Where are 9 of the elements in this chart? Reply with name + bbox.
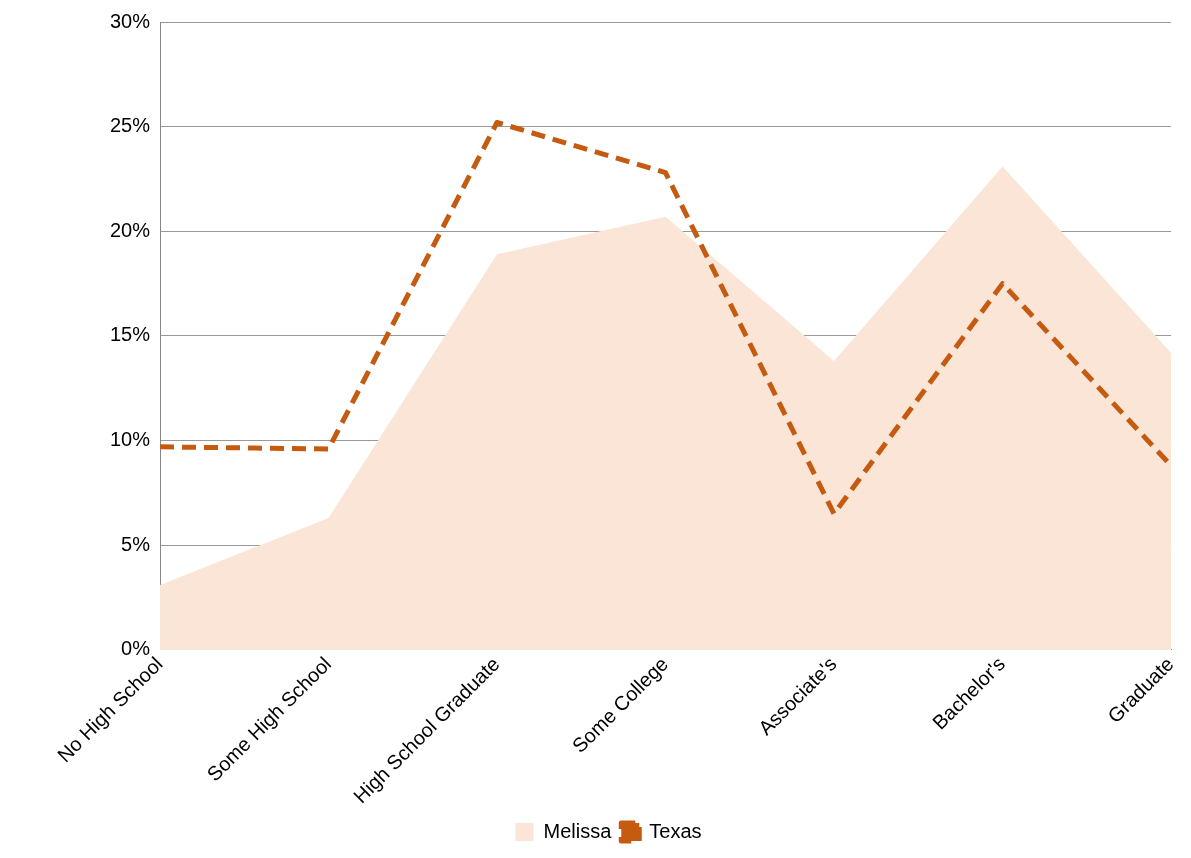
legend-label: Texas (649, 819, 702, 842)
y-tick-label: 10% (109, 428, 151, 451)
legend-label: Melissa (543, 819, 613, 842)
y-tick-label: 0% (121, 637, 151, 660)
y-tick-label: 20% (109, 218, 151, 241)
y-tick-label: 30% (109, 9, 151, 32)
y-tick-label: 25% (109, 114, 151, 137)
y-tick-label: 15% (109, 323, 151, 346)
y-tick-label: 5% (121, 532, 151, 555)
